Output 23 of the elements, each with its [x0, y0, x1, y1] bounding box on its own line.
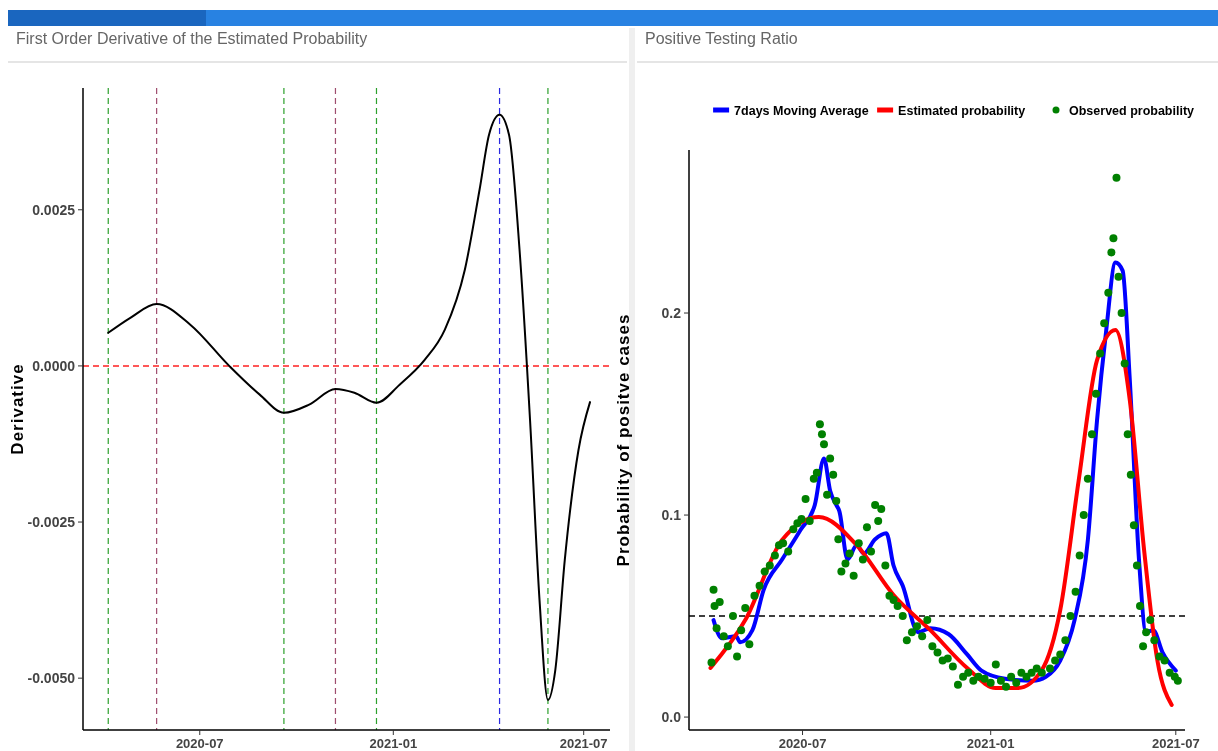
- y-tick-label: -0.0025: [27, 514, 76, 531]
- y-tick-label: 0.1: [661, 507, 682, 524]
- y-axis-title: Derivative: [8, 363, 27, 455]
- x-tick-label: 2020-07: [778, 736, 827, 751]
- line-series: [708, 328, 1174, 707]
- y-tick-label: -0.0050: [27, 670, 76, 687]
- chart-title: First Order Derivative of the Estimated Probability: [16, 30, 368, 47]
- y-tick-label: 0.0000: [32, 357, 76, 374]
- x-tick-label: 2021-07: [1151, 736, 1200, 751]
- x-tick-label: 2021-01: [966, 736, 1015, 751]
- chart-title: Positive Testing Ratio: [645, 30, 798, 47]
- legend-label: Observed probability: [1069, 104, 1195, 118]
- y-tick-label: 0.2: [661, 305, 682, 322]
- x-tick-label: 2021-07: [559, 736, 608, 751]
- line-series: [711, 260, 1178, 683]
- x-tick-label: 2021-01: [369, 736, 418, 751]
- x-tick-label: 2020-07: [175, 736, 224, 751]
- y-tick-label: 0.0: [661, 709, 682, 726]
- legend-label: 7days Moving Average: [734, 104, 869, 118]
- y-axis-title: Probability of positve cases: [614, 313, 633, 567]
- line-series: [107, 113, 592, 702]
- y-tick-label: 0.0025: [32, 201, 76, 218]
- legend-label: Estimated probability: [898, 104, 1026, 118]
